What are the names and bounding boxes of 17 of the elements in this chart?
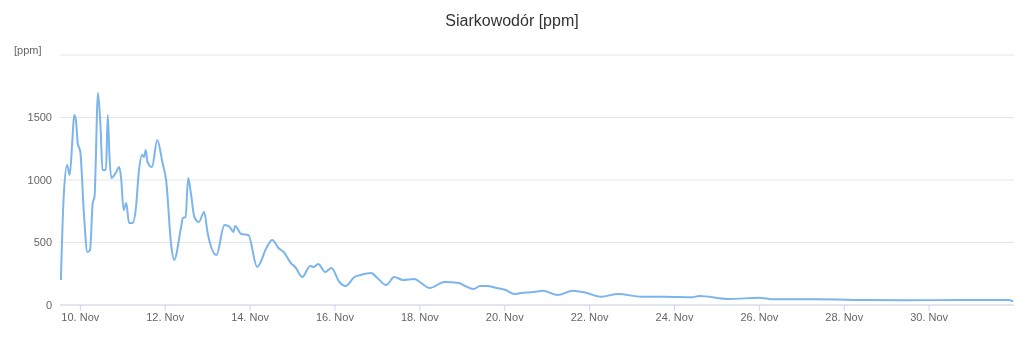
x-tick-label: 18. Nov <box>400 310 440 323</box>
x-tick-label: 20. Nov <box>485 310 525 323</box>
x-tick-label: 14. Nov <box>231 310 270 323</box>
y-tick-label: 1500 <box>27 111 52 124</box>
x-tick-label: 30. Nov <box>910 310 949 323</box>
y-tick-label: 0 <box>45 298 52 311</box>
y-tick-label: 1000 <box>27 173 52 186</box>
y-tick-label: 500 <box>33 236 52 249</box>
y-axis-title: [ppm] <box>14 44 42 56</box>
x-tick-label: 12. Nov <box>146 310 185 323</box>
x-tick-label: 22. Nov <box>570 310 610 323</box>
x-tick-label: 10. Nov <box>61 310 100 323</box>
x-tick-label: 28. Nov <box>825 310 864 323</box>
x-tick-label: 26. Nov <box>740 310 779 323</box>
x-tick-label: 16. Nov <box>316 310 355 323</box>
x-tick-label: 24. Nov <box>655 310 694 323</box>
chart-title: Siarkowodór [ppm] <box>445 12 579 29</box>
